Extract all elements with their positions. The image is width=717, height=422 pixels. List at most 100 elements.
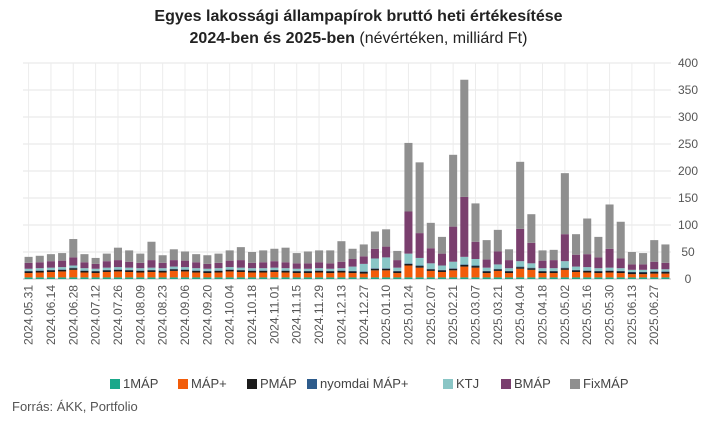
bar-segment <box>572 277 581 279</box>
bar-segment <box>516 161 525 229</box>
bar-segment <box>169 268 178 270</box>
bar-segment <box>661 262 670 270</box>
bar-segment <box>225 260 234 268</box>
bar-segment <box>102 261 111 268</box>
bar-segment <box>437 269 446 271</box>
bar-segment <box>527 267 536 269</box>
bar-segment <box>449 270 458 278</box>
bar-segment <box>35 262 44 269</box>
bar-segment <box>404 277 413 279</box>
bar-segment <box>549 273 558 278</box>
bar-segment <box>661 277 670 279</box>
bar-segment <box>382 277 391 279</box>
bar-segment <box>102 277 111 279</box>
y-tick-label: 250 <box>678 137 698 151</box>
bar-segment <box>303 268 312 271</box>
bar-segment <box>482 259 491 268</box>
bar-segment <box>214 270 223 273</box>
x-tick-label: 2025.01.24 <box>401 285 415 345</box>
bar-segment <box>35 255 44 263</box>
bar-segment <box>315 277 324 279</box>
bar-segment <box>516 277 525 279</box>
bar-segment <box>348 277 357 279</box>
bar-segment <box>504 277 514 279</box>
bar-segment <box>382 246 391 258</box>
bar-segment <box>248 277 257 279</box>
bar-segment <box>236 267 245 270</box>
bar-segment <box>35 268 44 271</box>
bar-segment <box>549 277 558 279</box>
bar-segment <box>538 273 547 278</box>
bar-segment <box>125 269 134 271</box>
bar-segment <box>382 257 391 269</box>
bar-segment <box>315 262 324 269</box>
bar-segment <box>102 269 111 271</box>
bar-segment <box>24 262 33 269</box>
bar-segment <box>24 273 33 278</box>
bar-segment <box>404 211 413 254</box>
bar-segment <box>225 250 234 261</box>
bar-segment <box>650 273 659 278</box>
bar-segment <box>639 271 648 273</box>
bar-segment <box>113 277 122 279</box>
bar-segment <box>136 253 145 263</box>
bar-segment <box>426 248 435 264</box>
bar-segment <box>348 259 357 267</box>
bar-segment <box>337 277 346 279</box>
bar-segment <box>549 260 558 269</box>
bar-segment <box>493 251 502 265</box>
bar-segment <box>315 250 324 263</box>
bar-segment <box>102 270 111 272</box>
bar-segment <box>69 269 78 278</box>
bar-segment <box>270 277 279 279</box>
bar-segment <box>147 277 156 279</box>
bar-segment <box>560 269 569 278</box>
bar-segment <box>382 268 391 271</box>
y-tick-label: 100 <box>678 218 698 232</box>
bar-segment <box>192 254 201 263</box>
bar-segment <box>158 255 167 263</box>
bar-segment <box>605 270 614 271</box>
bar-segment <box>270 270 279 272</box>
bar-segment <box>627 272 636 275</box>
bar-segment <box>639 272 648 275</box>
bar-segment <box>169 266 178 269</box>
bar-segment <box>594 271 603 274</box>
bar-segment <box>572 270 581 272</box>
bar-segment <box>415 162 424 234</box>
bar-segment <box>337 272 346 278</box>
bar-segment <box>80 262 89 269</box>
x-tick-label: 2024.07.12 <box>89 285 103 345</box>
x-tick-label: 2025.03.21 <box>491 285 505 345</box>
bar-segment <box>348 271 357 274</box>
bar-segment <box>616 221 625 259</box>
bar-segment <box>437 277 446 279</box>
legend-label: nyomdai MÁP+ <box>320 376 409 391</box>
bar-segment <box>147 271 156 278</box>
bar-segment <box>80 268 89 271</box>
bar-segment <box>147 267 156 270</box>
bar-segment <box>91 277 100 279</box>
bar-segment <box>627 271 636 273</box>
bar-segment <box>158 272 167 278</box>
bar-segment <box>359 271 368 274</box>
bar-segment <box>594 268 603 271</box>
bar-segment <box>147 241 156 261</box>
x-tick-label: 2024.10.18 <box>245 285 259 345</box>
bar-segment <box>493 270 502 278</box>
bar-segment <box>404 142 413 212</box>
source-note: Forrás: ÁKK, Portfolio <box>12 399 138 414</box>
bar-segment <box>292 268 301 271</box>
bar-segment <box>415 233 424 258</box>
bar-segment <box>58 269 67 272</box>
bar-segment <box>460 264 469 267</box>
bar-segment <box>627 264 636 270</box>
bar-segment <box>639 253 648 265</box>
bar-segment <box>560 267 569 269</box>
bar-segment <box>449 268 458 271</box>
bar-segment <box>46 271 55 278</box>
bar-segment <box>471 277 480 279</box>
bar-segment <box>583 277 592 279</box>
bar-segment <box>69 265 78 268</box>
bar-segment <box>370 258 379 269</box>
